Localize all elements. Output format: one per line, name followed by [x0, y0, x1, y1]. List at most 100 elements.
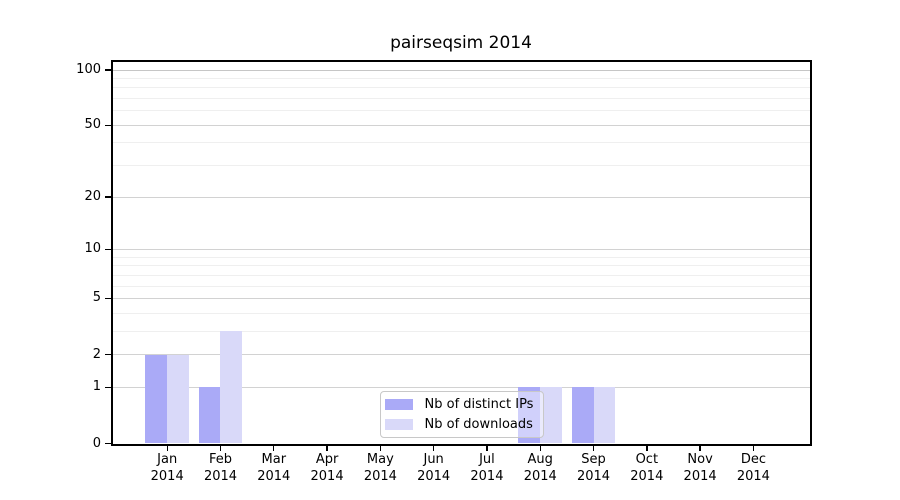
gridline-major-1: [112, 386, 810, 388]
x-tick-month: Oct: [635, 452, 659, 467]
y-tick-label-20: 20: [84, 189, 101, 205]
y-tickmark-20: [105, 196, 111, 198]
legend-entry-downloads: Nb of downloads: [384, 415, 543, 435]
x-tickmark-jun: [432, 445, 435, 451]
gridline-major-20: [112, 196, 810, 198]
x-tick-year: 2014: [683, 468, 717, 484]
x-tick-label-may: May 2014: [348, 452, 412, 485]
bar-downloads-jan: [167, 354, 189, 444]
legend: Nb of distinct IPs Nb of downloads: [379, 390, 544, 438]
gridline-minor-60: [112, 110, 810, 112]
y-tick-label-10: 10: [84, 241, 101, 257]
x-tickmark-aug: [539, 445, 541, 451]
y-tick-label-5: 5: [92, 290, 101, 306]
gridline-major-5: [112, 297, 810, 299]
x-tickmark-mar: [273, 445, 275, 451]
y-tickmark-100: [105, 69, 111, 71]
x-tickmark-may: [379, 445, 382, 451]
x-tick-month: May: [366, 452, 394, 467]
x-tick-month: Jan: [157, 452, 178, 467]
x-tick-month: Feb: [208, 452, 232, 467]
y-tickmark-1: [105, 386, 111, 389]
x-tick-month: Jun: [423, 452, 444, 467]
gridline-minor-6: [112, 285, 810, 287]
gridline-minor-40: [112, 142, 810, 144]
x-tick-month: Aug: [527, 452, 553, 467]
y-tick-label-2: 2: [92, 346, 101, 362]
gridline-minor-90: [112, 77, 810, 79]
x-tick-label-jul: Jul 2014: [455, 452, 519, 485]
bar-downloads-aug: [540, 387, 563, 444]
x-tick-label-nov: Nov 2014: [668, 452, 732, 485]
gridline-minor-9: [112, 256, 810, 258]
x-tickmark-feb: [219, 445, 222, 451]
y-tick-label-1: 1: [92, 379, 101, 395]
gridline-major-2: [112, 354, 810, 356]
x-tick-year: 2014: [203, 468, 238, 484]
x-tick-month: Nov: [687, 452, 713, 467]
y-tickmark-5: [105, 297, 111, 300]
x-tick-year: 2014: [363, 468, 397, 484]
bar-distinct-ips-sep: [571, 387, 594, 444]
x-tickmark-dec: [752, 445, 755, 451]
x-tick-month: Dec: [740, 452, 766, 467]
x-tick-year: 2014: [470, 468, 504, 484]
x-tick-year: 2014: [630, 468, 664, 484]
y-tick-label-0: 0: [92, 435, 101, 451]
x-tickmark-oct: [646, 445, 648, 451]
x-tick-label-sep: Sep 2014: [562, 452, 626, 485]
gridline-minor-4: [112, 312, 810, 314]
x-tick-label-apr: Apr 2014: [295, 452, 359, 485]
y-tickmark-2: [105, 353, 111, 356]
gridline-major-50: [112, 124, 810, 126]
legend-entry-distinct-ips: Nb of distinct IPs: [384, 395, 543, 415]
x-tick-month: Apr: [315, 452, 339, 467]
legend-label-downloads: Nb of downloads: [424, 416, 533, 432]
legend-swatch-downloads: [384, 419, 413, 430]
gridline-minor-30: [112, 165, 810, 167]
x-tick-month: Jul: [479, 452, 495, 467]
legend-swatch-distinct-ips: [384, 399, 413, 410]
legend-label-distinct-ips: Nb of distinct IPs: [424, 396, 534, 412]
gridline-major-100: [112, 69, 810, 71]
y-tick-label-50: 50: [84, 117, 101, 133]
x-tickmark-jul: [486, 445, 488, 451]
gridline-minor-7: [112, 274, 810, 276]
x-tick-label-oct: Oct 2014: [615, 452, 679, 485]
x-tickmark-sep: [592, 445, 595, 451]
x-tick-month: Mar: [261, 452, 287, 467]
bar-distinct-ips-aug: [518, 387, 541, 444]
gridline-minor-3: [112, 330, 810, 332]
gridline-major-10: [112, 248, 810, 250]
y-tickmark-50: [105, 124, 111, 126]
x-tick-year: 2014: [417, 468, 451, 484]
y-tick-label-100: 100: [76, 62, 101, 77]
x-tick-year: 2014: [310, 468, 344, 484]
x-tick-year: 2014: [257, 468, 291, 484]
x-tickmark-nov: [699, 445, 701, 451]
bar-distinct-ips-feb: [198, 387, 221, 444]
x-tickmark-jan: [166, 445, 168, 451]
x-tick-year: 2014: [736, 468, 770, 484]
x-tick-label-feb: Feb 2014: [188, 452, 252, 485]
x-tick-year: 2014: [576, 468, 611, 484]
gridline-minor-70: [112, 98, 810, 100]
x-tickmark-apr: [326, 445, 328, 451]
x-tick-year: 2014: [523, 468, 557, 484]
x-tick-month: Sep: [581, 452, 606, 467]
bar-downloads-feb: [220, 331, 243, 444]
x-tick-label-dec: Dec 2014: [721, 452, 785, 485]
bar-downloads-sep: [593, 387, 616, 444]
x-tick-year: 2014: [150, 468, 184, 484]
x-tick-label-mar: Mar 2014: [242, 452, 306, 485]
gridline-minor-80: [112, 87, 810, 89]
y-tickmark-0: [105, 442, 111, 445]
x-tick-label-jan: Jan 2014: [135, 452, 199, 485]
y-tickmark-10: [105, 248, 111, 251]
bar-distinct-ips-jan: [145, 354, 168, 444]
chart-title: pairseqsim 2014: [390, 33, 532, 53]
x-tick-label-jun: Jun 2014: [402, 452, 466, 485]
x-tick-label-aug: Aug 2014: [508, 452, 572, 485]
gridline-minor-8: [112, 265, 810, 267]
